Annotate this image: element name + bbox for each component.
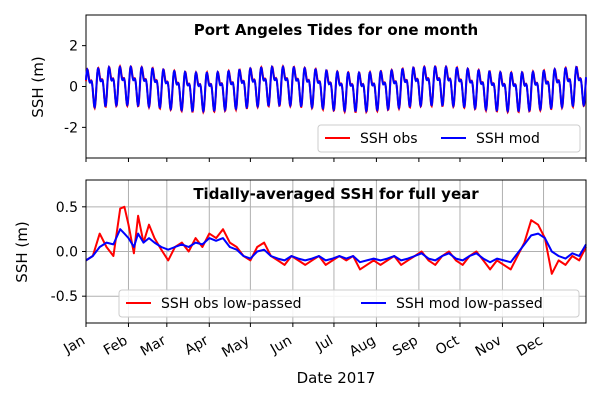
tides-y-label: SSH (m) <box>29 56 47 117</box>
month-tick-label: Mar <box>138 332 169 359</box>
month-tick-label: Dec <box>514 333 545 360</box>
legend-ssh-mod-lowpass: SSH mod low-passed <box>396 296 543 312</box>
lowpass-line-ssh-mod <box>85 228 587 264</box>
lowpass-y-ticks: -0.5 0.0 0.5 <box>51 200 86 305</box>
month-tick-label: Oct <box>433 332 462 358</box>
month-tick-label: Feb <box>101 333 131 359</box>
legend-ssh-obs-lowpass: SSH obs low-passed <box>161 296 301 312</box>
lowpass-x-ticks: Jan Feb Mar Apr May Jun Jul Aug Sep Oct Nov Dec <box>60 323 546 361</box>
tides-y-tick-label: -2 <box>64 120 78 136</box>
tides-title: Port Angeles Tides for one month <box>194 21 478 39</box>
tides-series <box>85 64 587 115</box>
x-axis-label: Date 2017 <box>297 369 376 387</box>
tides-legend: SSH obs SSH mod <box>317 124 581 153</box>
lowpass-series <box>85 205 587 275</box>
tides-y-tick-label: 2 <box>69 39 78 55</box>
month-tick-label: Aug <box>347 333 379 361</box>
lowpass-panel: -0.5 0.0 0.5 Jan Feb Mar Apr May Jun Jul Aug Sep Oc… <box>13 179 587 387</box>
lowpass-legend: SSH obs low-passed SSH mod low-passed <box>118 289 580 318</box>
lowpass-y-tick-label: 0.0 <box>56 245 78 261</box>
month-tick-label: Sep <box>390 333 421 360</box>
month-tick-label: Jul <box>312 333 336 356</box>
month-tick-label: Nov <box>473 333 505 361</box>
month-tick-label: Jun <box>267 333 295 358</box>
legend-ssh-obs: SSH obs <box>360 131 418 147</box>
month-tick-label: May <box>219 333 252 361</box>
lowpass-y-tick-label: -0.5 <box>51 289 78 305</box>
tides-y-ticks: -2 0 2 <box>64 39 86 136</box>
legend-ssh-mod: SSH mod <box>476 131 540 147</box>
tides-x-ticks <box>85 158 587 162</box>
tides-panel: -2 0 2 Port Angeles Tides for one month SS… <box>29 14 587 162</box>
tides-y-tick-label: 0 <box>69 80 78 96</box>
lowpass-y-label: SSH (m) <box>13 221 31 282</box>
lowpass-title: Tidally-averaged SSH for full year <box>193 185 479 203</box>
month-tick-label: Jan <box>60 333 88 358</box>
tides-line-ssh-mod <box>85 64 587 114</box>
month-tick-label: Apr <box>182 332 211 358</box>
lowpass-y-tick-label: 0.5 <box>56 200 78 216</box>
